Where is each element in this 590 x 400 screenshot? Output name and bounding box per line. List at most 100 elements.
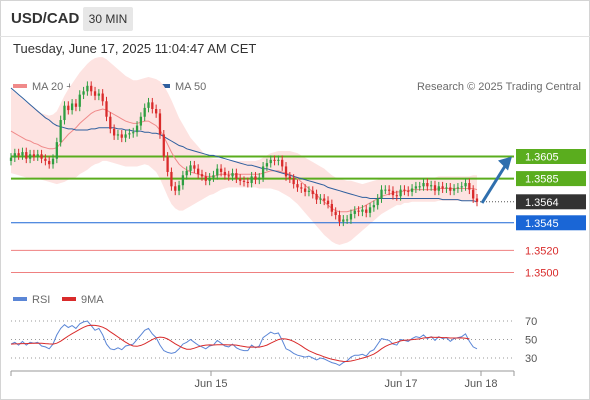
candle-body [250, 176, 253, 184]
candle-body [426, 183, 429, 187]
candle-body [109, 116, 112, 129]
moving-average-layer [10, 87, 478, 213]
candles-layer [9, 81, 479, 227]
candle-body [242, 180, 246, 182]
candle-body [403, 189, 406, 191]
timeframe-button[interactable]: 30 MIN [83, 7, 133, 31]
candle-body [223, 171, 227, 176]
timestamp: Tuesday, June 17, 2025 11:04:47 AM CET [13, 41, 257, 56]
ma50-line [10, 87, 478, 203]
candle-body [40, 154, 43, 159]
x-axis-tick-label: Jun 17 [384, 378, 417, 390]
forecast-arrow-shaft [480, 163, 508, 204]
levels-layer [11, 155, 514, 273]
candle-body [17, 153, 20, 156]
candle-body [13, 153, 16, 158]
candle-body [25, 152, 28, 159]
candle-body [338, 215, 341, 222]
candle-body [208, 177, 211, 181]
candle-body [36, 154, 39, 157]
candle-body [388, 189, 391, 191]
candle-body [353, 210, 356, 214]
candle-body [303, 188, 307, 192]
candle-body [116, 134, 120, 136]
candle-body [315, 194, 318, 200]
candle-body [472, 189, 475, 199]
candle-body [189, 165, 192, 171]
level-labels-layer: 1.3605 1.3585 1.3564 1.3545 1.3520 1.3500 [516, 149, 586, 280]
x-axis-tick-label: Jun 18 [464, 378, 497, 390]
candle-body [63, 105, 66, 121]
candle-body [292, 178, 295, 185]
candle-body [185, 170, 188, 176]
resistance-label: 1.3585 [525, 174, 559, 186]
ma20-line [10, 108, 478, 213]
candle-body [468, 183, 471, 190]
support-label-bg [516, 215, 586, 231]
candle-body [334, 211, 337, 216]
ma20-legend-swatch [13, 84, 27, 88]
forecast-arrow-layer [480, 156, 512, 204]
candle-body [120, 134, 123, 138]
support-label: 1.3520 [525, 245, 559, 257]
forecast-arrow-head [498, 156, 512, 171]
candle-body [239, 178, 242, 181]
candle-body [296, 184, 299, 188]
candle-body [128, 133, 131, 135]
candle-body [422, 183, 425, 187]
symbol-title: USD/CAD [11, 10, 80, 27]
candle-body [281, 159, 284, 167]
rsi-line [10, 320, 478, 366]
candle-body [216, 168, 219, 176]
candle-body [90, 85, 93, 92]
rsi-ma-line [10, 324, 470, 363]
candle-body [273, 159, 276, 161]
current-price-label: 1.3564 [525, 197, 559, 209]
rsi-tick-label: 70 [525, 316, 537, 328]
candle-body [158, 113, 162, 135]
rsi-tick-label: 30 [525, 353, 537, 365]
candle-body [410, 188, 414, 192]
candle-body [112, 128, 116, 136]
candle-body [399, 189, 402, 197]
candle-body [166, 156, 169, 172]
rsi-ma-legend-label: 9MA [81, 294, 104, 306]
candle-body [323, 198, 326, 201]
candle-body [59, 120, 62, 143]
candle-body [147, 102, 150, 108]
candle-body [78, 94, 81, 107]
resistance-label-bg [516, 149, 586, 164]
candle-body [51, 158, 55, 165]
candle-body [475, 198, 479, 202]
candle-body [254, 176, 257, 180]
candle-body [219, 168, 223, 172]
candle-body [361, 209, 364, 212]
candle-body [82, 91, 85, 95]
candle-body [460, 186, 463, 188]
candle-body [105, 101, 108, 117]
current-price-label-bg [516, 194, 586, 210]
rsi-legend-swatch [13, 297, 27, 301]
candle-body [227, 175, 230, 177]
candle-body [197, 168, 200, 175]
candle-body [372, 205, 376, 208]
candle-body [67, 105, 70, 111]
candle-body [55, 142, 58, 159]
candle-body [177, 185, 181, 191]
candle-body [407, 190, 410, 192]
candle-body [261, 166, 265, 178]
candle-body [132, 132, 135, 134]
candle-body [48, 160, 51, 165]
bollinger-band-area [11, 57, 477, 245]
rsi-legend: RSI 9MA [13, 294, 104, 306]
candle-body [464, 183, 467, 187]
candle-body [395, 195, 398, 197]
candle-body [246, 181, 249, 184]
candle-body [311, 190, 314, 195]
candle-body [349, 213, 353, 220]
support-label: 1.3545 [525, 218, 559, 230]
bollinger-bands-layer [11, 57, 477, 245]
candle-body [326, 200, 330, 205]
candle-body [200, 174, 204, 177]
